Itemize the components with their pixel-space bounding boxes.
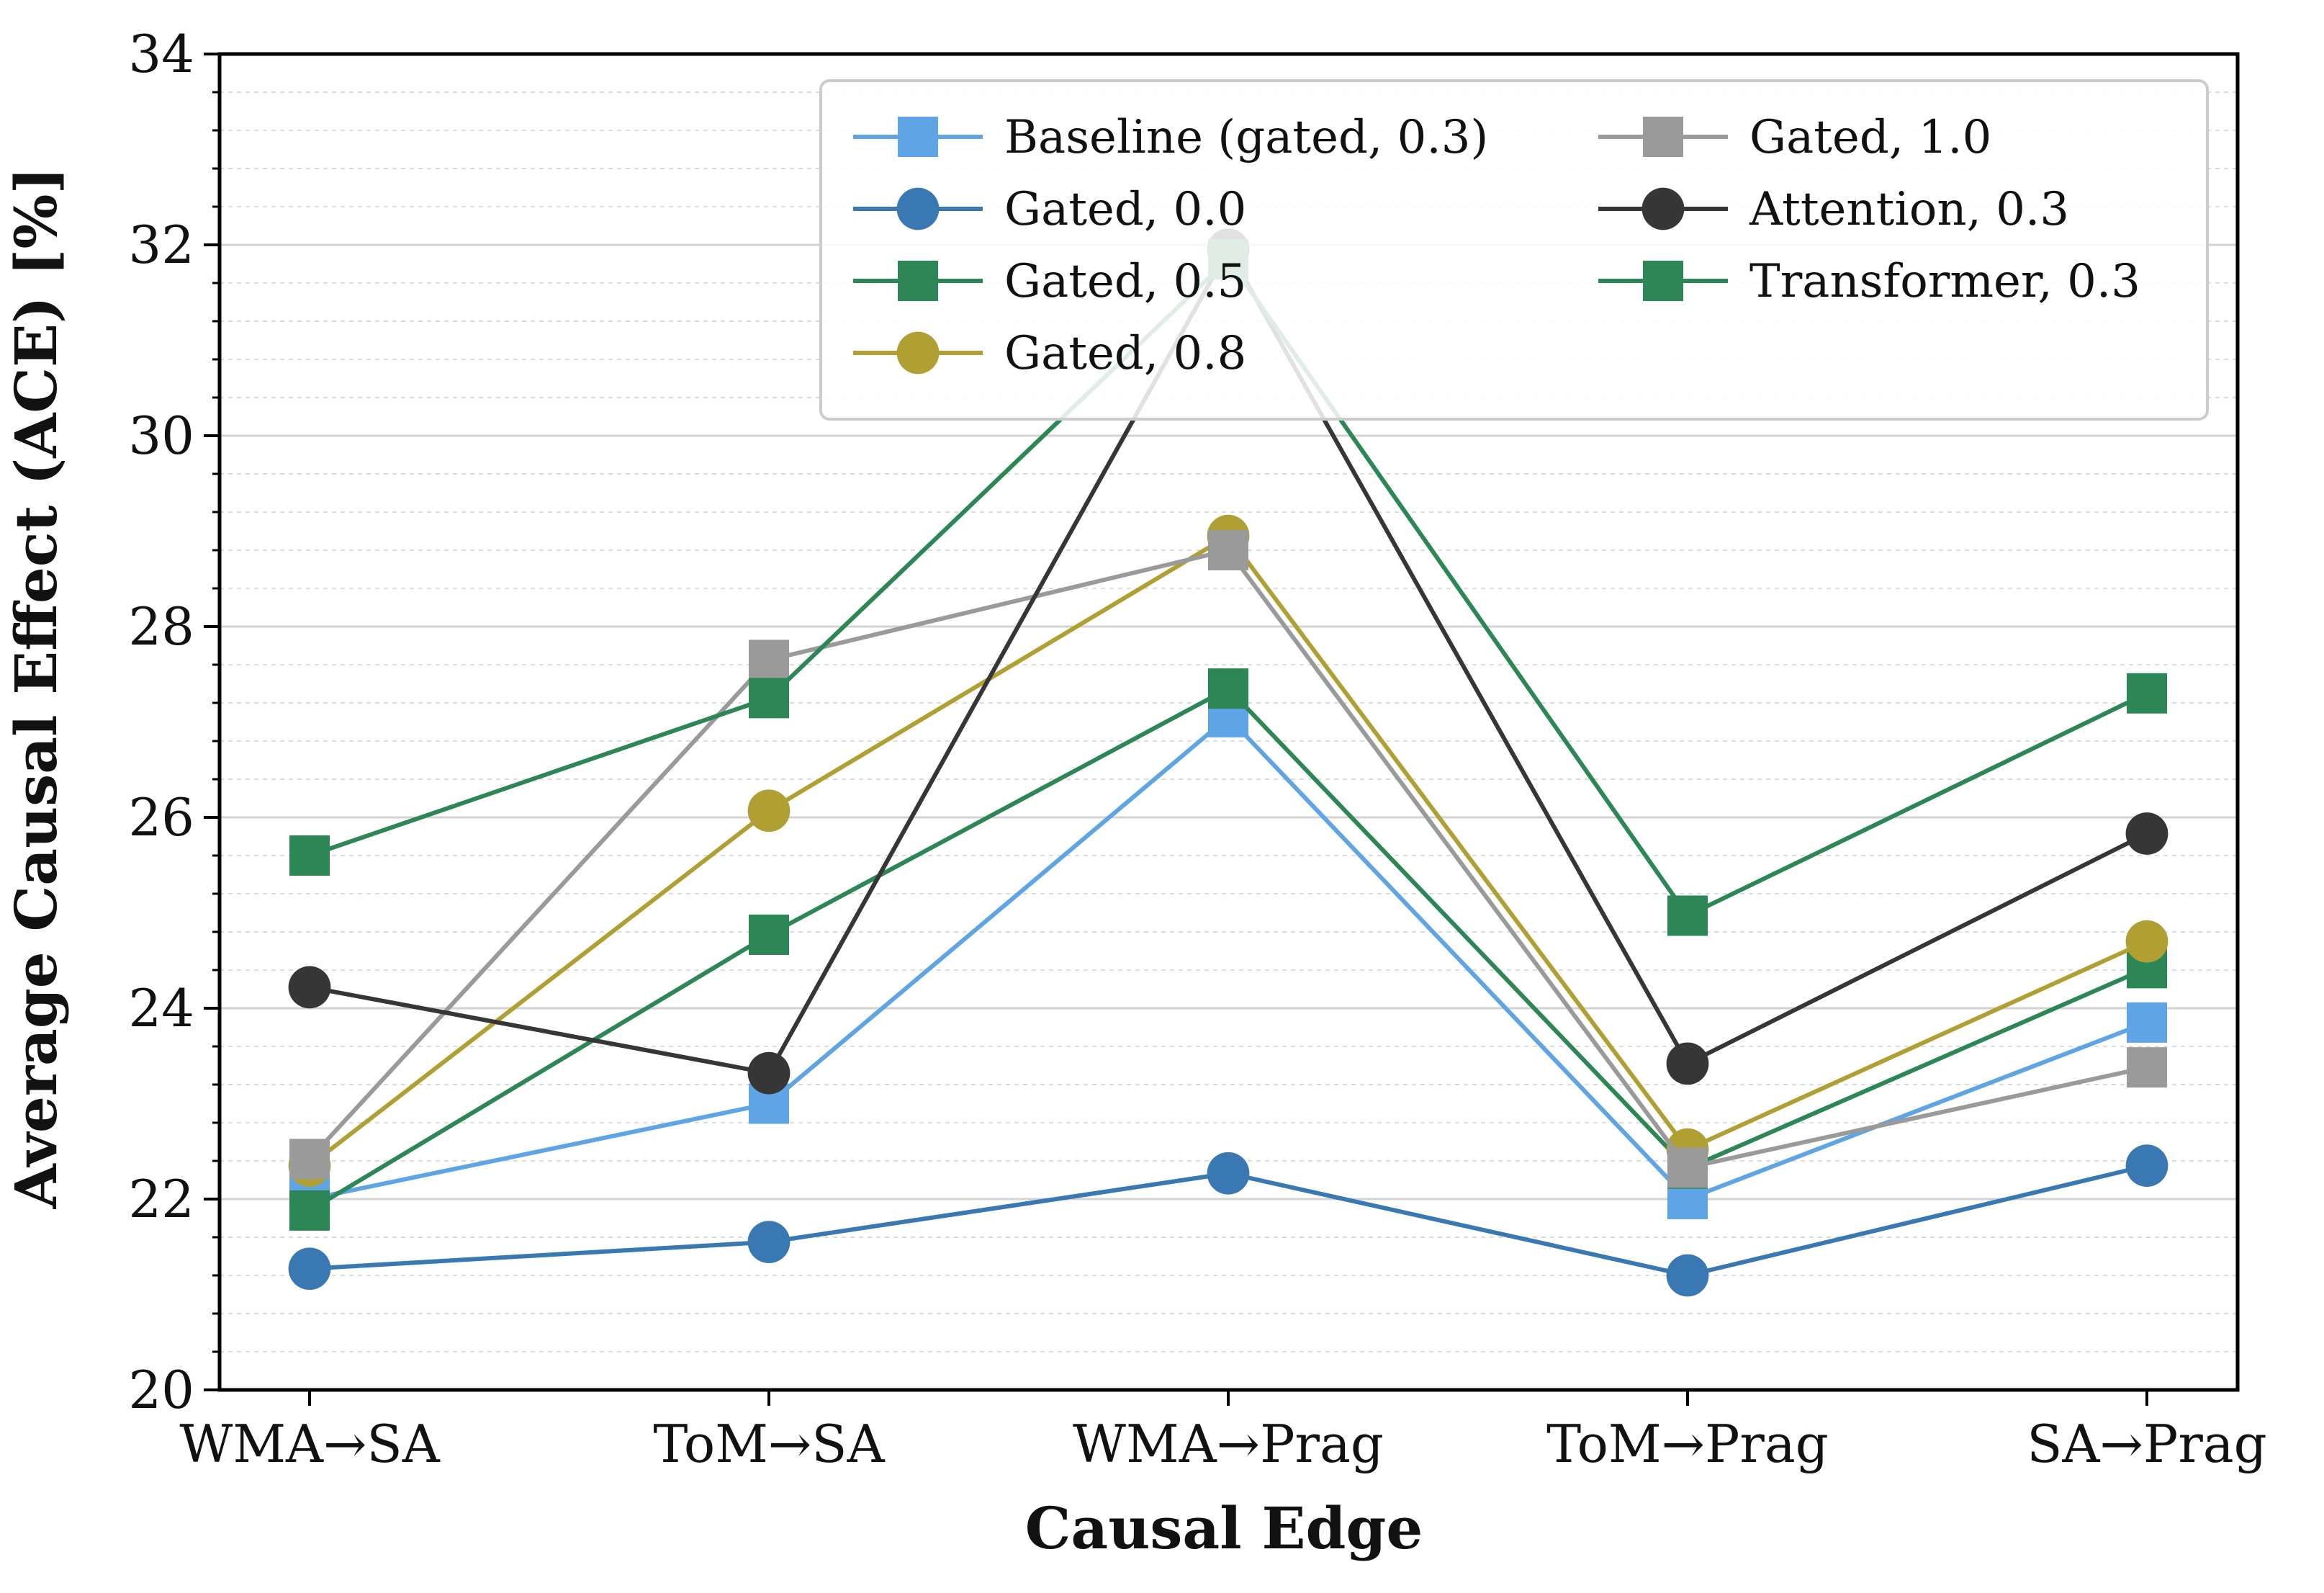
x-tick-label: WMA→Prag (1073, 1414, 1384, 1474)
data-point (749, 640, 789, 681)
data-point (2127, 1002, 2167, 1043)
data-point (288, 1247, 331, 1291)
legend-item: Gated, 0.5 (853, 255, 1246, 308)
data-point (747, 789, 791, 833)
y-axis-title: Average Causal Effect (ACE) [%] (2, 167, 70, 1210)
legend-marker (898, 261, 938, 301)
legend-item: Attention, 0.3 (1598, 183, 2069, 236)
data-point (288, 966, 331, 1009)
data-point (1666, 1254, 1709, 1297)
legend-item: Transformer, 0.3 (1598, 255, 2140, 308)
legend-label: Gated, 0.5 (1004, 255, 1246, 308)
legend-marker (898, 117, 938, 157)
data-point (289, 835, 330, 876)
y-tick-label: 26 (128, 787, 194, 848)
legend-label: Gated, 0.8 (1004, 327, 1246, 380)
legend-marker (1643, 261, 1683, 301)
y-tick-label: 24 (128, 978, 194, 1038)
x-tick-label: ToM→SA (653, 1414, 885, 1474)
y-axis-ticks: 20 22 24 26 28 30 32 34 (128, 24, 220, 1420)
data-point (747, 1221, 791, 1264)
y-tick-label: 34 (128, 24, 194, 84)
data-point (2125, 920, 2168, 963)
data-point (2127, 1047, 2167, 1088)
y-tick-label: 28 (128, 596, 194, 657)
x-axis-ticks: WMA→SA ToM→SA WMA→Prag ToM→Prag SA→Prag (179, 1390, 2267, 1474)
series-gated-0-0 (288, 1144, 2168, 1297)
data-point (1667, 1147, 1708, 1188)
x-tick-label: ToM→Prag (1546, 1414, 1829, 1474)
legend-marker (896, 331, 940, 374)
data-point (2125, 1144, 2168, 1188)
data-point (289, 1139, 330, 1180)
legend-item: Gated, 0.0 (853, 183, 1246, 236)
data-point (289, 1190, 330, 1231)
data-point (1666, 1042, 1709, 1085)
data-point (1667, 895, 1708, 936)
x-tick-label: WMA→SA (179, 1414, 440, 1474)
data-point (749, 914, 789, 955)
legend-item: Gated, 0.8 (853, 327, 1246, 380)
x-tick-label: SA→Prag (2027, 1414, 2267, 1474)
data-point (1208, 530, 1248, 570)
data-point (2125, 812, 2168, 855)
legend-marker (1641, 187, 1685, 230)
x-axis-title: Causal Edge (1025, 1494, 1423, 1562)
legend-marker (1643, 117, 1683, 157)
legend-label: Baseline (gated, 0.3) (1004, 111, 1488, 164)
data-point (2127, 673, 2167, 714)
y-tick-label: 32 (128, 215, 194, 275)
data-point (1208, 668, 1248, 709)
legend-label: Transformer, 0.3 (1749, 255, 2140, 308)
legend-marker (896, 187, 940, 230)
legend-frame (819, 79, 2209, 421)
y-tick-label: 22 (128, 1169, 194, 1229)
y-tick-label: 20 (128, 1360, 194, 1420)
legend-label: Attention, 0.3 (1749, 183, 2069, 236)
data-point (747, 1051, 791, 1095)
data-point (1207, 1152, 1250, 1195)
legend-label: Gated, 0.0 (1004, 183, 1246, 236)
y-tick-label: 30 (128, 405, 194, 466)
data-point (749, 678, 789, 719)
legend-item: Baseline (gated, 0.3) (853, 111, 1488, 164)
legend: Baseline (gated, 0.3) Gated, 0.0 Gated, 0.… (819, 79, 2209, 421)
legend-label: Gated, 1.0 (1749, 111, 1991, 164)
legend-item: Gated, 1.0 (1598, 111, 1991, 164)
series-gated-1-0 (289, 530, 2167, 1188)
